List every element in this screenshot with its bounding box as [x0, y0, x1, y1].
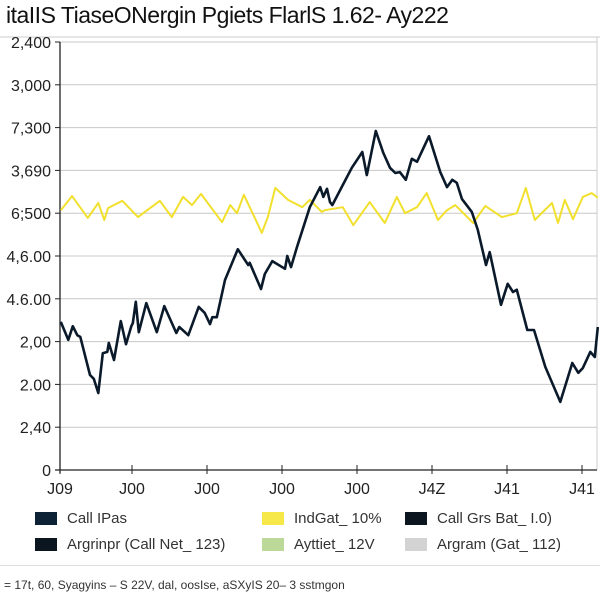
- x-tick-label: J09: [47, 481, 73, 498]
- y-tick-label: 3,690: [11, 163, 51, 180]
- legend-swatch: [262, 538, 284, 551]
- y-tick-label: 0: [42, 463, 51, 480]
- x-tick-label: J00: [194, 481, 220, 498]
- legend-swatch: [35, 512, 57, 525]
- legend-item: IndGat_ 10%: [262, 510, 382, 527]
- legend-swatch: [35, 538, 57, 551]
- y-tick-label: 3,000: [11, 78, 51, 95]
- legend: Call IPas IndGat_ 10% Call Grs Bat_ I.0)…: [0, 505, 600, 566]
- x-tick-label: J4Z: [419, 481, 446, 498]
- legend-item: Ayttiet_ 12V: [262, 536, 375, 553]
- legend-label: Call Grs Bat_ I.0): [437, 510, 553, 527]
- legend-item: Argrinpr (Call Net_ 123): [35, 536, 225, 553]
- y-tick-label: 7,300: [11, 121, 51, 138]
- series-line-dark: [59, 129, 600, 404]
- y-tick-label: 2.00: [20, 377, 51, 394]
- series-line-yellow: [60, 186, 599, 234]
- legend-label: Call IPas: [67, 510, 128, 527]
- legend-item: Call IPas: [35, 510, 127, 527]
- y-tick-label: 4,6.00: [7, 249, 52, 266]
- x-tick-label: J00: [119, 481, 145, 498]
- x-tick-label: J41: [494, 481, 520, 498]
- legend-item: Call Grs Bat_ I.0): [405, 510, 552, 527]
- legend-label: Argram (Gat_ 112): [437, 536, 561, 553]
- y-tick-label: 4.6.00: [7, 292, 52, 309]
- y-tick-label: 2,40: [20, 420, 51, 437]
- legend-label: Ayttiet_ 12V: [294, 536, 375, 553]
- x-tick-label: J00: [269, 481, 295, 498]
- chart-title: itaIIS TiaseONergin Pgiets FlarlS 1.62- …: [6, 2, 449, 28]
- y-tick-label: 6;500: [11, 206, 51, 223]
- legend-swatch: [405, 538, 427, 551]
- y-tick-label: 2,00: [20, 335, 51, 352]
- legend-label: Argrinpr (Call Net_ 123): [67, 536, 226, 553]
- legend-swatch: [262, 512, 284, 525]
- legend-item: Argram (Gat_ 112): [405, 536, 561, 553]
- x-tick-label: J00: [344, 481, 370, 498]
- y-tick-label: 2,400: [11, 35, 51, 52]
- legend-label: IndGat_ 10%: [294, 510, 382, 527]
- x-tick-label: J41: [569, 481, 595, 498]
- legend-swatch: [405, 512, 427, 525]
- footer-note: = 17t, 60, Syagyins – S 22V, dal, oosIse…: [4, 578, 345, 592]
